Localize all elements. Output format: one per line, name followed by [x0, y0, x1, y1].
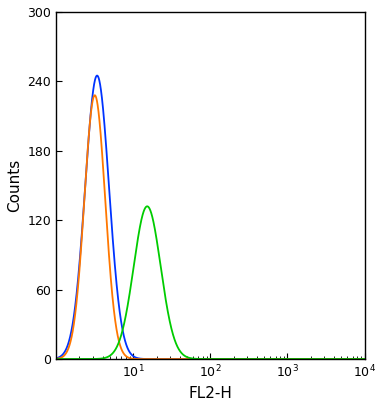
Y-axis label: Counts: Counts: [7, 159, 22, 212]
X-axis label: FL2-H: FL2-H: [188, 386, 232, 401]
